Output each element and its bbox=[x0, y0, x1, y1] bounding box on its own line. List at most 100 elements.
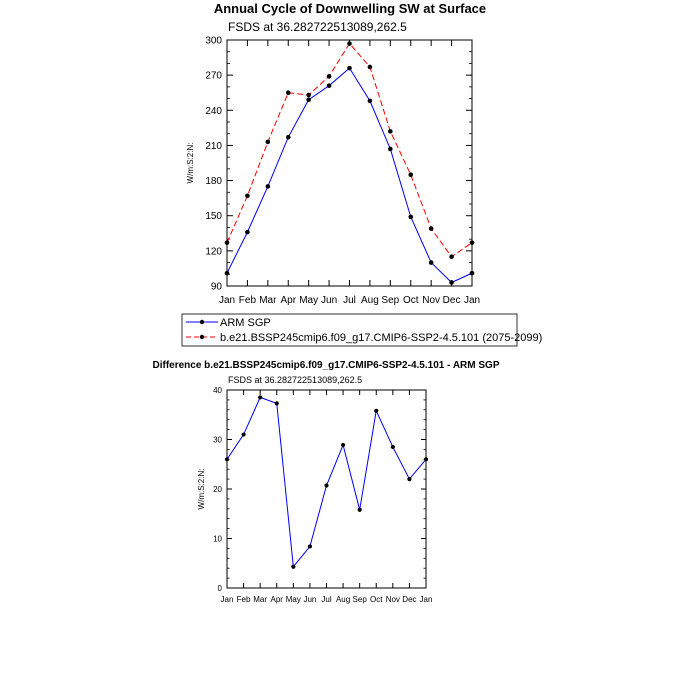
series-0-point bbox=[274, 401, 279, 406]
series-0-point bbox=[390, 444, 395, 450]
series-0-point bbox=[224, 457, 230, 462]
x-tick-label: Sep bbox=[353, 595, 368, 604]
difference-subtitle: FSDS at 36.282722513089,262.5 bbox=[228, 375, 362, 385]
x-tick-label: Apr bbox=[271, 595, 284, 604]
x-tick-label: Jun bbox=[303, 595, 316, 604]
series-0-point bbox=[306, 97, 311, 103]
x-tick-label: Mar bbox=[259, 295, 277, 306]
series-1-point bbox=[388, 129, 393, 134]
x-tick-label: Jan bbox=[464, 295, 480, 306]
x-tick-label: May bbox=[299, 295, 318, 306]
series-1-point bbox=[306, 92, 311, 98]
series-0-point bbox=[408, 214, 414, 220]
x-tick-label: Mar bbox=[253, 595, 267, 604]
tick-marks bbox=[226, 39, 473, 287]
series-0-point bbox=[326, 83, 332, 88]
series-0-point bbox=[367, 98, 373, 104]
difference-plot-frame bbox=[226, 389, 427, 589]
series-line-0 bbox=[226, 67, 473, 284]
legend-marker-model bbox=[199, 334, 205, 340]
x-tick-label: Jan bbox=[219, 295, 235, 306]
y-tick-label: 40 bbox=[213, 386, 222, 395]
series-line-1 bbox=[226, 42, 473, 258]
y-tick-label: 300 bbox=[205, 36, 222, 47]
legend-box bbox=[181, 313, 518, 347]
series-1-point bbox=[265, 139, 271, 145]
x-tick-label: Nov bbox=[386, 595, 400, 604]
series-0-point bbox=[340, 442, 346, 448]
series-1-point bbox=[245, 193, 250, 199]
series-0-point bbox=[224, 270, 230, 276]
y-tick-label: 10 bbox=[213, 534, 222, 543]
series-1-point bbox=[285, 90, 291, 96]
x-tick-label: Dec bbox=[402, 595, 416, 604]
x-tick-label: Aug bbox=[361, 295, 379, 306]
y-axis-label: W/m:S:2:N: bbox=[186, 143, 195, 184]
series-1-point bbox=[326, 74, 332, 79]
x-tick-label: Jan bbox=[221, 595, 234, 604]
difference-y-axis-label: W/m:S:2:N: bbox=[197, 469, 206, 510]
y-tick-label: 270 bbox=[205, 71, 222, 82]
difference-title: Difference b.e21.BSSP245cmip6.f09_g17.CM… bbox=[153, 360, 500, 371]
y-tick-label: 240 bbox=[205, 106, 222, 117]
series-0-point bbox=[265, 184, 271, 189]
plot-frame bbox=[226, 39, 473, 287]
x-tick-label: Dec bbox=[443, 295, 461, 306]
x-tick-label: Feb bbox=[239, 295, 257, 306]
annual-cycle-chart: Annual Cycle of Downwelling SW at Surfac… bbox=[186, 1, 486, 306]
series-1-point bbox=[428, 226, 434, 231]
x-tick-label: Nov bbox=[422, 295, 440, 306]
legend-label-model: b.e21.BSSP245cmip6.f09_g17.CMIP6-SSP2-4.… bbox=[220, 332, 542, 344]
series-1-point bbox=[224, 240, 230, 245]
series-0-point bbox=[307, 544, 313, 549]
y-tick-label: 90 bbox=[211, 282, 223, 293]
series-0-point bbox=[469, 270, 475, 276]
difference-y-tick-labels: 0 10 20 30 40 bbox=[213, 386, 222, 593]
series-0-point bbox=[241, 432, 246, 437]
series-1-point bbox=[408, 172, 414, 178]
x-tick-label: Jan bbox=[420, 595, 433, 604]
y-tick-label: 0 bbox=[218, 584, 223, 593]
legend-marker-arm bbox=[199, 319, 205, 325]
x-tick-label: Aug bbox=[336, 595, 350, 604]
x-tick-label: Feb bbox=[237, 595, 251, 604]
x-tick-label: Jun bbox=[321, 295, 337, 306]
series-1-point bbox=[367, 64, 373, 70]
x-tick-label: Jul bbox=[321, 595, 331, 604]
series-layer bbox=[224, 41, 475, 285]
series-0-point bbox=[449, 280, 454, 285]
legend: ARM SGP b.e21.BSSP245cmip6.f09_g17.CMIP6… bbox=[181, 313, 542, 347]
series-1-point bbox=[347, 41, 352, 46]
y-tick-label: 20 bbox=[213, 485, 222, 494]
series-1-point bbox=[449, 254, 454, 260]
x-tick-label: Apr bbox=[280, 295, 296, 306]
x-tick-label: Jul bbox=[343, 295, 356, 306]
series-line-0 bbox=[226, 396, 427, 568]
difference-chart: Difference b.e21.BSSP245cmip6.f09_g17.CM… bbox=[153, 360, 500, 604]
series-0-point bbox=[423, 457, 429, 462]
series-0-point bbox=[324, 483, 329, 488]
x-tick-labels: Jan Feb Mar Apr May Jun Jul Aug Sep Oct Nov Dec Jan bbox=[219, 295, 480, 306]
series-0-point bbox=[291, 564, 296, 569]
x-tick-label: Oct bbox=[370, 595, 383, 604]
series-0-point bbox=[258, 395, 263, 400]
chart-subtitle: FSDS at 36.282722513089,262.5 bbox=[228, 20, 407, 34]
series-0-point bbox=[407, 477, 412, 482]
series-0-point bbox=[285, 134, 291, 140]
difference-tick-marks bbox=[226, 389, 427, 589]
series-0-point bbox=[428, 260, 434, 265]
x-tick-label: May bbox=[286, 595, 301, 604]
series-1-point bbox=[469, 240, 475, 245]
series-0-point bbox=[245, 229, 250, 235]
difference-series-layer bbox=[224, 395, 429, 569]
y-tick-label: 150 bbox=[205, 211, 222, 222]
difference-x-tick-labels: Jan Feb Mar Apr May Jun Jul Aug Sep Oct Nov Dec Jan bbox=[221, 595, 433, 604]
x-tick-label: Oct bbox=[403, 295, 419, 306]
series-0-point bbox=[374, 408, 379, 413]
series-0-point bbox=[347, 65, 352, 71]
y-tick-label: 180 bbox=[205, 176, 222, 187]
y-tick-label: 120 bbox=[205, 246, 222, 257]
y-tick-labels: 90 120 150 180 210 240 270 300 bbox=[205, 36, 222, 293]
y-tick-label: 210 bbox=[205, 141, 222, 152]
